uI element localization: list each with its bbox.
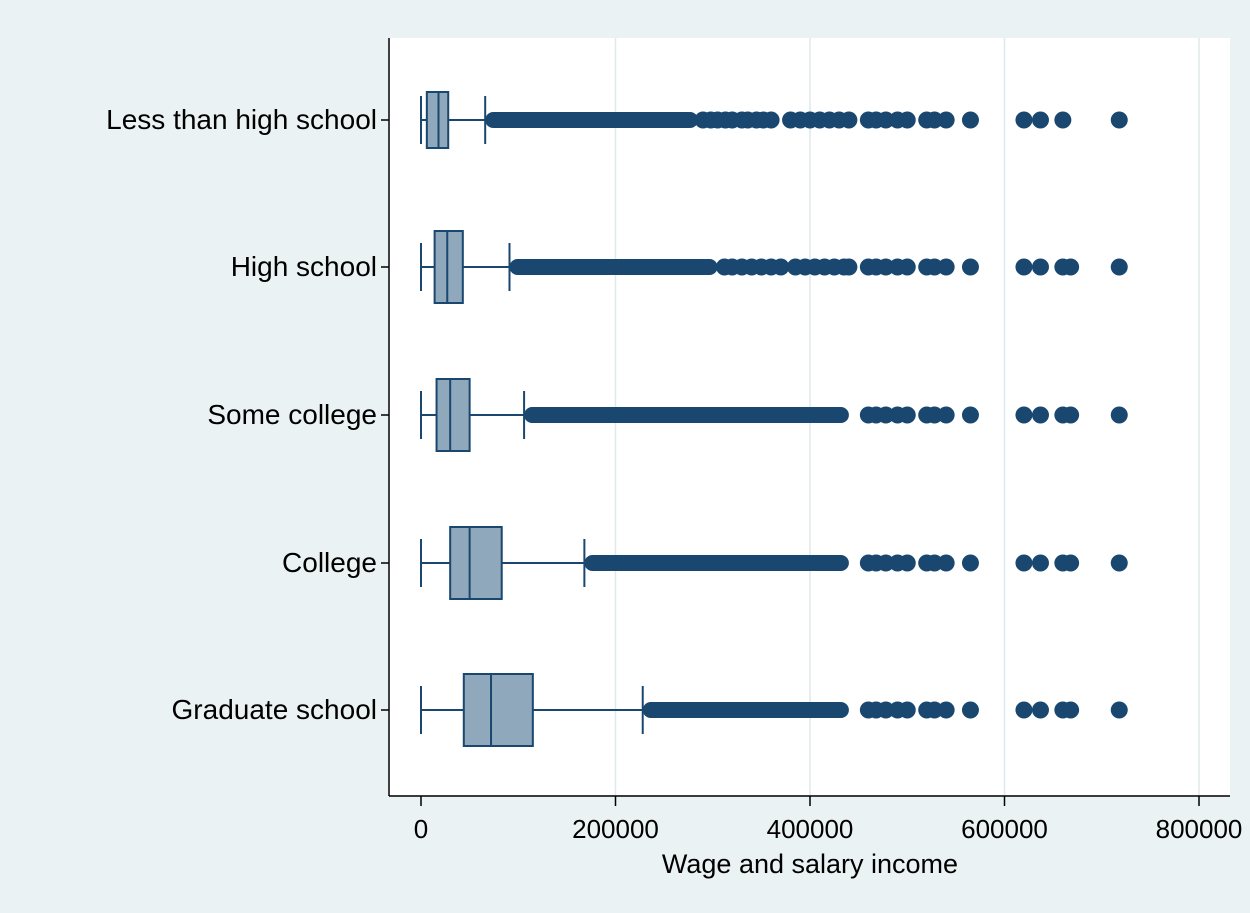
outlier-point: [840, 258, 858, 276]
outlier-band: [509, 259, 718, 275]
outlier-point: [762, 111, 780, 129]
outlier-point: [925, 111, 943, 129]
boxes: [420, 91, 1128, 747]
outlier-point: [877, 701, 895, 719]
outlier-band: [524, 407, 849, 423]
outlier-point: [1031, 554, 1049, 572]
outlier-point: [877, 554, 895, 572]
outlier-point: [877, 111, 895, 129]
x-axis-title: Wage and salary income: [662, 849, 958, 879]
outlier-band: [485, 112, 699, 128]
outlier-point: [961, 701, 979, 719]
outlier-point: [877, 258, 895, 276]
category-label: High school: [231, 251, 377, 282]
x-tick-label: 800000: [1156, 814, 1243, 844]
x-tick-label: 400000: [767, 814, 854, 844]
outlier-point: [937, 406, 955, 424]
iqr-box: [433, 230, 464, 304]
outlier-point: [898, 554, 916, 572]
outlier-point: [898, 258, 916, 276]
outlier-point: [840, 111, 858, 129]
outlier-point: [961, 111, 979, 129]
outlier-point: [961, 406, 979, 424]
outlier-point: [1015, 554, 1033, 572]
outlier-point: [1110, 701, 1128, 719]
outlier-point: [925, 258, 943, 276]
outlier-point: [1062, 406, 1080, 424]
box-group: [420, 526, 1128, 600]
outlier-band: [642, 702, 849, 718]
outlier-point: [1110, 554, 1128, 572]
outlier-point: [1062, 701, 1080, 719]
outlier-point: [898, 406, 916, 424]
x-tick-label: 0: [414, 814, 428, 844]
box-group: [420, 378, 1128, 452]
outlier-point: [937, 554, 955, 572]
outlier-point: [1031, 111, 1049, 129]
outlier-point: [925, 701, 943, 719]
outlier-point: [937, 701, 955, 719]
iqr-box: [435, 378, 471, 452]
iqr-box: [462, 673, 534, 747]
outlier-point: [961, 258, 979, 276]
box-group: [420, 91, 1128, 149]
outlier-point: [1062, 554, 1080, 572]
category-label: Some college: [207, 399, 377, 430]
labels: 0 200000 400000 600000 800000 Less than high …: [106, 104, 1242, 844]
outlier-point: [1110, 258, 1128, 276]
outlier-point: [1015, 111, 1033, 129]
outlier-point: [898, 701, 916, 719]
outlier-point: [1031, 406, 1049, 424]
outlier-point: [1015, 258, 1033, 276]
category-label: Less than high school: [106, 104, 377, 135]
x-tick-label: 600000: [961, 814, 1048, 844]
outlier-point: [1031, 258, 1049, 276]
outlier-point: [772, 258, 790, 276]
outlier-point: [1054, 111, 1072, 129]
outlier-point: [1110, 406, 1128, 424]
category-label: College: [282, 547, 377, 578]
outlier-point: [961, 554, 979, 572]
outlier-point: [937, 258, 955, 276]
outlier-point: [1110, 111, 1128, 129]
box-group: [420, 230, 1128, 304]
outlier-band: [584, 555, 849, 571]
outlier-point: [877, 406, 895, 424]
outlier-point: [898, 111, 916, 129]
outlier-point: [1015, 701, 1033, 719]
category-label: Graduate school: [172, 694, 377, 725]
iqr-box: [449, 526, 503, 600]
outlier-point: [1015, 406, 1033, 424]
outlier-point: [925, 554, 943, 572]
outlier-point: [1031, 701, 1049, 719]
outlier-point: [937, 111, 955, 129]
axes: [381, 38, 1230, 806]
outlier-point: [1062, 258, 1080, 276]
box-group: [420, 673, 1128, 747]
x-tick-label: 200000: [572, 814, 659, 844]
outlier-point: [925, 406, 943, 424]
